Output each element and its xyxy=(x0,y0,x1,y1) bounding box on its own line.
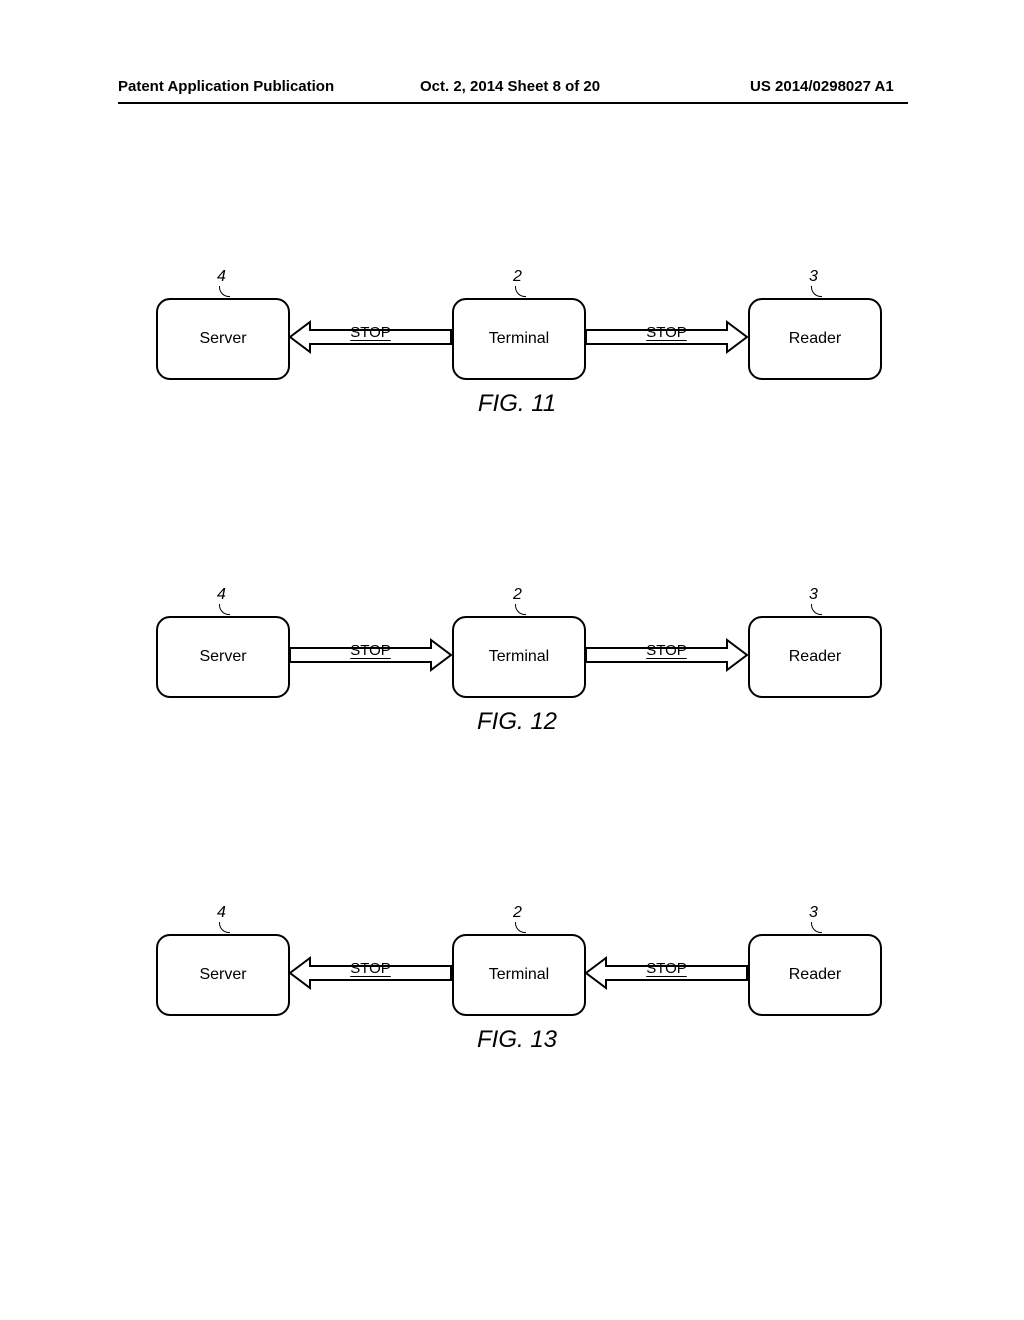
ref-tick xyxy=(219,286,230,297)
ref-tick xyxy=(515,286,526,297)
ref-tick xyxy=(811,922,822,933)
header-center: Oct. 2, 2014 Sheet 8 of 20 xyxy=(420,78,600,95)
node-reader: Reader xyxy=(748,934,882,1016)
fig11: 4 Server 2 Terminal 3 Reader STOP STOP FIG. 11 xyxy=(0,268,1024,468)
ref-tick xyxy=(811,286,822,297)
arrow-label: STOP xyxy=(321,960,421,977)
arrow-label: STOP xyxy=(617,324,717,341)
ref-label: 3 xyxy=(809,586,818,604)
node-label: Server xyxy=(199,330,246,348)
figure-caption: FIG. 11 xyxy=(417,390,617,418)
ref-label: 2 xyxy=(513,586,522,604)
node-reader: Reader xyxy=(748,298,882,380)
arrow-label: STOP xyxy=(617,642,717,659)
header-left: Patent Application Publication xyxy=(118,78,334,95)
node-server: Server xyxy=(156,934,290,1016)
header-right: US 2014/0298027 A1 xyxy=(750,78,894,95)
node-label: Terminal xyxy=(489,330,549,348)
node-terminal: Terminal xyxy=(452,616,586,698)
ref-label: 3 xyxy=(809,904,818,922)
ref-tick xyxy=(515,604,526,615)
node-server: Server xyxy=(156,616,290,698)
ref-label: 3 xyxy=(809,268,818,286)
node-terminal: Terminal xyxy=(452,934,586,1016)
page: Patent Application Publication Oct. 2, 2… xyxy=(0,0,1024,1320)
node-label: Server xyxy=(199,648,246,666)
ref-tick xyxy=(219,604,230,615)
fig13: 4 Server 2 Terminal 3 Reader STOP STOP FIG. 13 xyxy=(0,904,1024,1104)
ref-label: 4 xyxy=(217,904,226,922)
node-label: Reader xyxy=(789,966,841,984)
figure-caption: FIG. 13 xyxy=(417,1026,617,1054)
ref-label: 4 xyxy=(217,268,226,286)
node-label: Terminal xyxy=(489,966,549,984)
node-reader: Reader xyxy=(748,616,882,698)
node-label: Server xyxy=(199,966,246,984)
arrow-label: STOP xyxy=(321,324,421,341)
ref-tick xyxy=(219,922,230,933)
ref-label: 2 xyxy=(513,904,522,922)
ref-tick xyxy=(515,922,526,933)
arrow-label: STOP xyxy=(321,642,421,659)
ref-tick xyxy=(811,604,822,615)
ref-label: 4 xyxy=(217,586,226,604)
arrow-label: STOP xyxy=(617,960,717,977)
node-label: Reader xyxy=(789,330,841,348)
ref-label: 2 xyxy=(513,268,522,286)
figure-caption: FIG. 12 xyxy=(417,708,617,736)
node-label: Reader xyxy=(789,648,841,666)
node-terminal: Terminal xyxy=(452,298,586,380)
node-server: Server xyxy=(156,298,290,380)
fig12: 4 Server 2 Terminal 3 Reader STOP STOP FIG. 12 xyxy=(0,586,1024,786)
node-label: Terminal xyxy=(489,648,549,666)
header-rule xyxy=(118,102,908,104)
